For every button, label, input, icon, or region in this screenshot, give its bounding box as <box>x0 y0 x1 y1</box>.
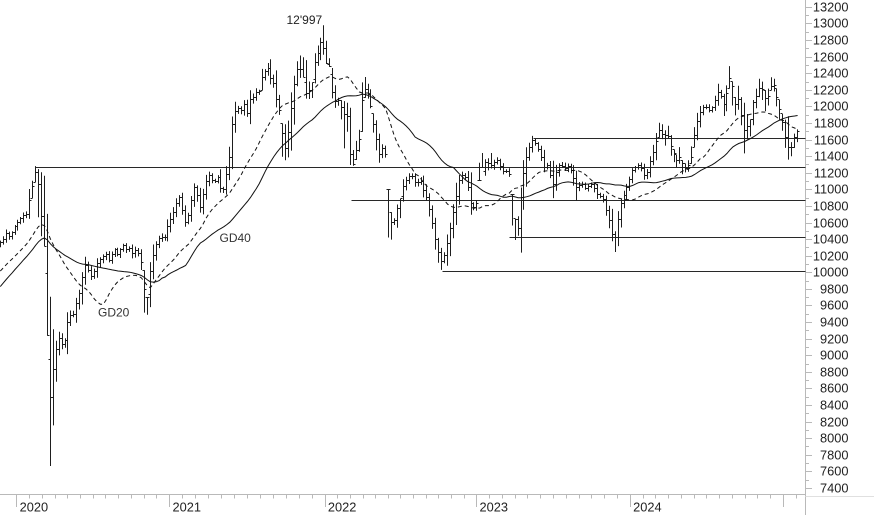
svg-text:13000: 13000 <box>813 16 849 31</box>
svg-text:9000: 9000 <box>820 348 848 363</box>
svg-text:2024: 2024 <box>633 500 661 515</box>
svg-text:11200: 11200 <box>814 166 849 181</box>
svg-text:12200: 12200 <box>813 83 849 98</box>
svg-text:8800: 8800 <box>820 365 848 380</box>
svg-text:2021: 2021 <box>173 500 201 515</box>
svg-text:11000: 11000 <box>814 182 849 197</box>
svg-text:7400: 7400 <box>820 481 848 496</box>
svg-text:9800: 9800 <box>820 282 848 297</box>
svg-text:10200: 10200 <box>813 249 849 264</box>
svg-text:11400: 11400 <box>814 149 849 164</box>
svg-text:12400: 12400 <box>813 66 849 81</box>
svg-text:11600: 11600 <box>814 133 849 148</box>
svg-text:10400: 10400 <box>813 232 849 247</box>
svg-text:8200: 8200 <box>820 415 848 430</box>
svg-text:2022: 2022 <box>328 500 356 515</box>
svg-text:10000: 10000 <box>813 265 849 280</box>
svg-text:7600: 7600 <box>820 464 848 479</box>
svg-text:GD20: GD20 <box>98 306 130 320</box>
svg-text:12600: 12600 <box>813 50 849 65</box>
svg-text:11800: 11800 <box>814 116 849 131</box>
svg-text:8400: 8400 <box>820 398 848 413</box>
svg-text:9200: 9200 <box>820 332 848 347</box>
svg-text:12'997: 12'997 <box>287 13 323 27</box>
svg-text:2020: 2020 <box>20 500 48 515</box>
svg-text:12800: 12800 <box>813 33 849 48</box>
svg-text:10800: 10800 <box>813 199 849 214</box>
svg-text:9600: 9600 <box>820 298 848 313</box>
svg-text:12000: 12000 <box>813 99 849 114</box>
svg-text:8000: 8000 <box>820 431 848 446</box>
svg-text:10600: 10600 <box>813 216 849 231</box>
svg-text:2023: 2023 <box>480 500 508 515</box>
svg-text:7800: 7800 <box>820 448 848 463</box>
svg-text:8600: 8600 <box>820 381 848 396</box>
svg-text:9400: 9400 <box>820 315 848 330</box>
svg-text:GD40: GD40 <box>220 231 252 245</box>
svg-text:13200: 13200 <box>813 0 849 15</box>
